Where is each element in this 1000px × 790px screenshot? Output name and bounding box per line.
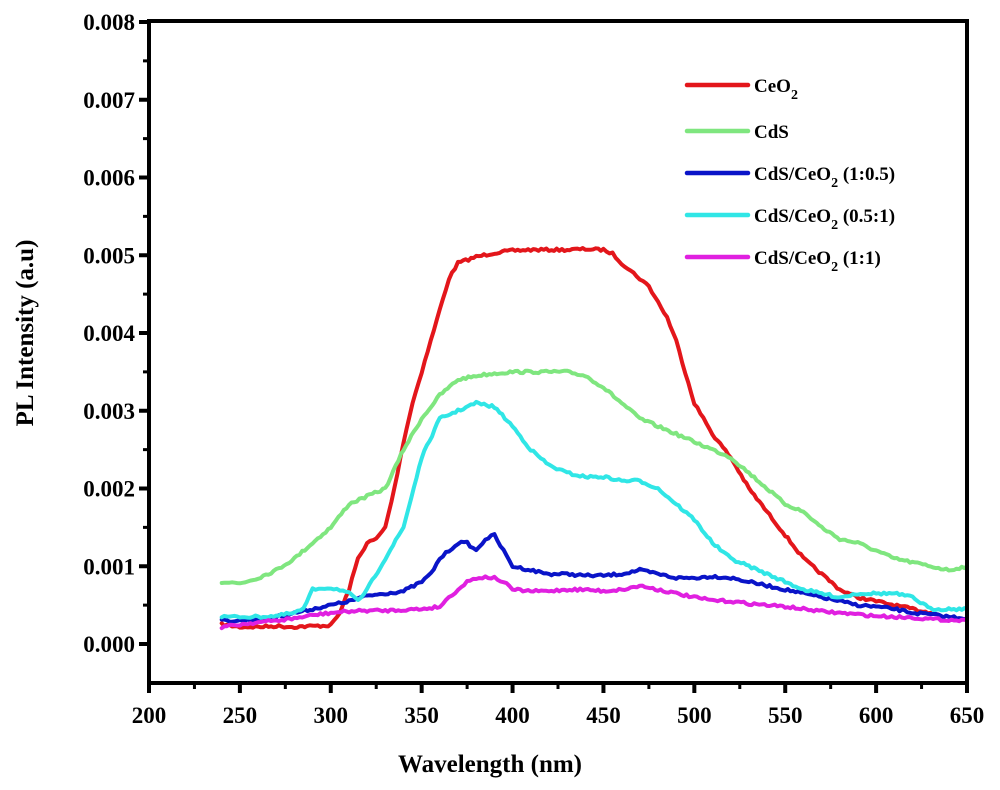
series-line-cds-ceo2-1-1 <box>219 574 969 631</box>
legend-label: CdS/CeO2 (0.5:1) <box>754 206 895 233</box>
plot-frame <box>147 19 969 685</box>
x-tick-label: 450 <box>586 703 621 728</box>
plot-series <box>219 246 969 631</box>
legend: CeO2 CdS CdS/CeO2 (1:0.5) CdS/CeO2 (0.5:1) C… <box>684 76 895 275</box>
series-line-ceo2 <box>219 246 933 630</box>
y-tick-label: 0.004 <box>83 321 135 346</box>
legend-item: CdS/CeO2 (1:1) <box>684 248 881 275</box>
series-line-cds-ceo2-1-0-5 <box>219 532 969 624</box>
y-axis: 0.000 0.001 0.002 0.003 0.004 0.005 0.006 0.007… <box>83 10 149 657</box>
y-tick-label: 0.001 <box>83 554 135 579</box>
x-axis: 200 250 300 350 400 450 500 550 600 650 <box>132 683 985 728</box>
legend-item: CdS <box>684 122 789 143</box>
x-tick-label: 500 <box>677 703 712 728</box>
series-line-cds-ceo2-0-5-1 <box>219 399 969 620</box>
x-tick-label: 300 <box>314 703 349 728</box>
y-axis-title: PL Intensity (a.u) <box>12 240 39 427</box>
legend-item: CeO2 <box>684 76 798 103</box>
legend-label: CdS/CeO2 (1:0.5) <box>754 164 895 191</box>
y-tick-label: 0.000 <box>83 632 135 657</box>
x-tick-label: 550 <box>768 703 803 728</box>
legend-label: CeO2 <box>754 76 798 103</box>
y-tick-label: 0.007 <box>83 88 135 113</box>
legend-label: CdS <box>754 122 789 143</box>
legend-item: CdS/CeO2 (0.5:1) <box>684 206 895 233</box>
x-tick-label: 650 <box>950 703 985 728</box>
x-tick-label: 250 <box>223 703 258 728</box>
x-tick-label: 350 <box>404 703 439 728</box>
y-tick-label: 0.003 <box>83 399 135 424</box>
series-line-cds <box>219 368 969 586</box>
legend-item: CdS/CeO2 (1:0.5) <box>684 164 895 191</box>
x-tick-label: 200 <box>132 703 167 728</box>
y-tick-label: 0.002 <box>83 477 135 502</box>
x-tick-label: 400 <box>495 703 530 728</box>
y-tick-label: 0.008 <box>83 10 135 35</box>
x-axis-title: Wavelength (nm) <box>398 751 582 778</box>
y-tick-label: 0.006 <box>83 166 135 191</box>
y-tick-label: 0.005 <box>83 243 135 268</box>
x-tick-label: 600 <box>859 703 894 728</box>
legend-label: CdS/CeO2 (1:1) <box>754 248 881 275</box>
